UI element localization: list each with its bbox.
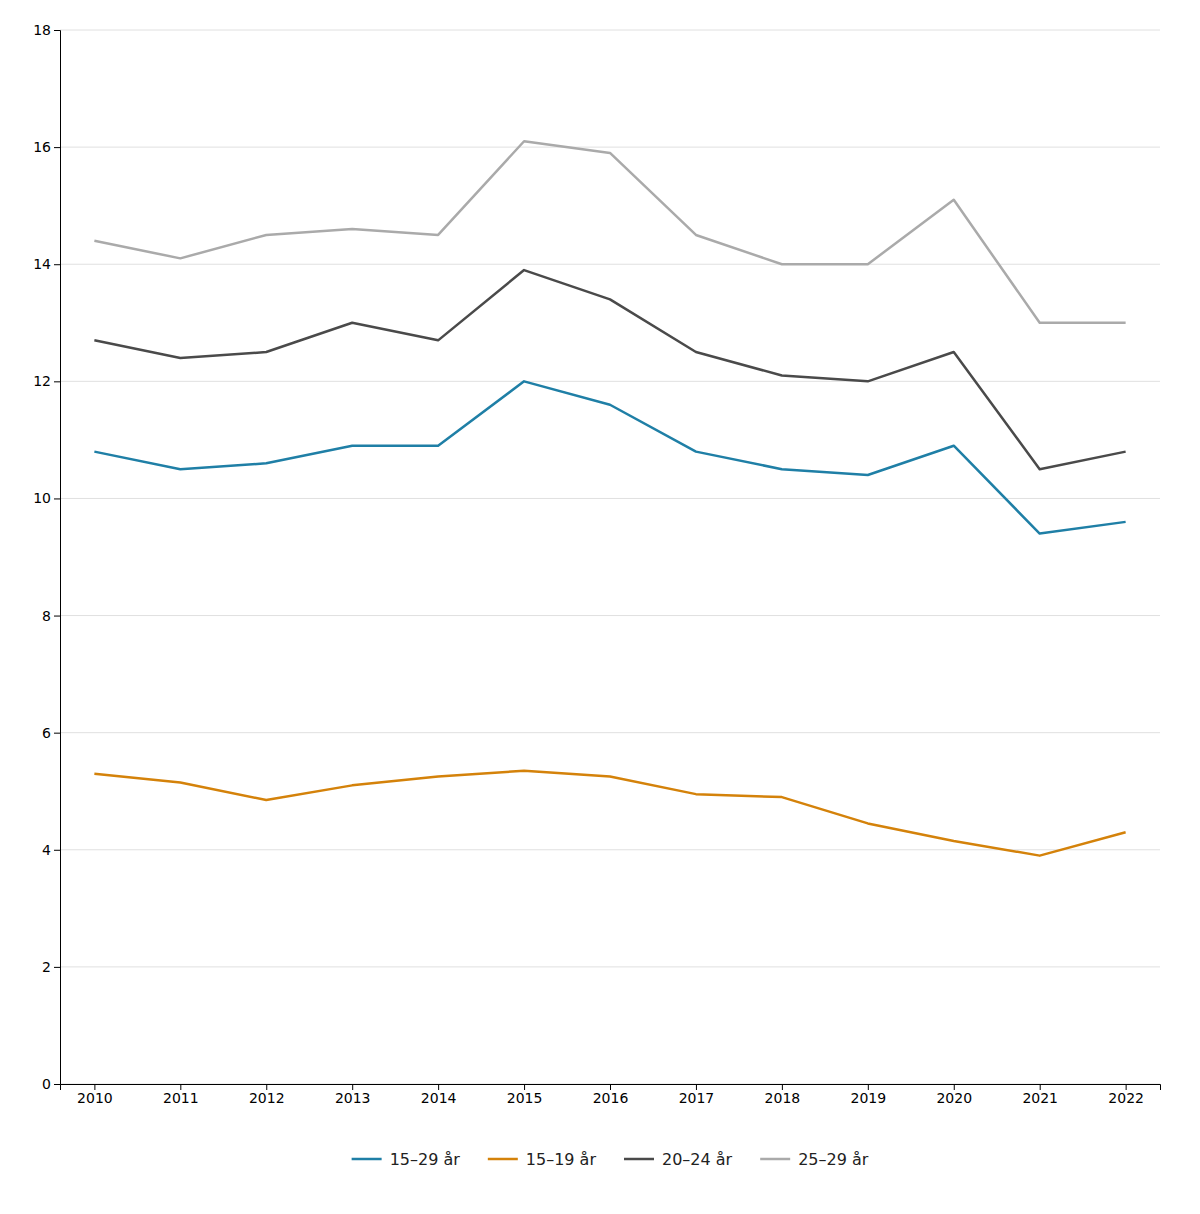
tick: 2019 xyxy=(850,1084,886,1106)
tick: 2021 xyxy=(1022,1084,1058,1106)
tick: 8 xyxy=(42,608,60,624)
grid-line xyxy=(60,849,1160,850)
legend-label: 25–29 år xyxy=(798,1150,869,1169)
grid-line xyxy=(60,615,1160,616)
tick-label: 2012 xyxy=(249,1090,285,1106)
x-axis: 2010 2011 2012 2013 2014 2015 2016 2017 2018 2019… xyxy=(61,1084,1161,1106)
series-line xyxy=(94,270,1125,469)
tick: 2015 xyxy=(507,1084,543,1106)
tick: 2 xyxy=(42,959,60,975)
tick: 2018 xyxy=(765,1084,801,1106)
series-line xyxy=(94,771,1125,856)
tick: 0 xyxy=(42,1076,60,1092)
series-line xyxy=(94,381,1125,533)
legend-swatch xyxy=(352,1158,382,1161)
y-axis: 0 2 4 6 8 10 12 14 16 18 xyxy=(33,22,60,1092)
tick-label: 2014 xyxy=(421,1090,457,1106)
tick: 16 xyxy=(33,139,60,155)
legend-item: 20–24 år xyxy=(624,1150,733,1169)
series-line xyxy=(94,141,1125,323)
tick: 2017 xyxy=(679,1084,715,1106)
tick: 2016 xyxy=(593,1084,629,1106)
legend: 15–29 år 15–19 år 20–24 år 25–29 år xyxy=(352,1150,869,1169)
tick-mark xyxy=(54,1084,60,1085)
legend-item: 15–29 år xyxy=(352,1150,461,1169)
legend-label: 15–19 år xyxy=(526,1150,597,1169)
tick-label: 2011 xyxy=(163,1090,199,1106)
tick-mark xyxy=(54,498,60,499)
legend-item: 25–29 år xyxy=(760,1150,869,1169)
tick: 18 xyxy=(33,22,60,38)
tick-label: 8 xyxy=(42,608,51,624)
legend-swatch xyxy=(624,1158,654,1161)
tick-label: 2017 xyxy=(679,1090,715,1106)
grid-line xyxy=(60,30,1160,31)
axis-line xyxy=(54,31,61,1085)
tick-label: 10 xyxy=(33,490,51,506)
tick-mark xyxy=(54,967,60,968)
tick: 10 xyxy=(33,490,60,506)
tick-mark xyxy=(54,616,60,617)
plot: 2010201120122013201420152016201720182019… xyxy=(33,22,1160,1106)
lines xyxy=(94,141,1125,855)
legend-swatch xyxy=(760,1158,790,1161)
tick-label: 2018 xyxy=(765,1090,801,1106)
tick-label: 2021 xyxy=(1022,1090,1058,1106)
grid xyxy=(60,30,1160,1084)
grid-line xyxy=(60,264,1160,265)
legend-item: 15–19 år xyxy=(488,1150,597,1169)
tick-mark xyxy=(54,264,60,265)
tick-label: 0 xyxy=(42,1076,51,1092)
tick-mark xyxy=(54,733,60,734)
grid-line xyxy=(60,966,1160,967)
grid-line xyxy=(60,498,1160,499)
tick-label: 18 xyxy=(33,22,51,38)
tick-label: 16 xyxy=(33,139,51,155)
tick-label: 2013 xyxy=(335,1090,371,1106)
tick-mark xyxy=(54,381,60,382)
tick-label: 4 xyxy=(42,842,51,858)
tick-mark xyxy=(54,30,60,31)
tick: 6 xyxy=(42,725,60,741)
tick-label: 2022 xyxy=(1108,1090,1144,1106)
tick-mark xyxy=(54,850,60,851)
tick-label: 12 xyxy=(33,373,51,389)
tick: 2013 xyxy=(335,1084,371,1106)
tick: 2010 xyxy=(77,1084,113,1106)
tick: 2022 xyxy=(1108,1084,1144,1106)
tick: 2020 xyxy=(936,1084,972,1106)
chart: 2010201120122013201420152016201720182019… xyxy=(0,0,1200,1214)
tick: 2012 xyxy=(249,1084,285,1106)
tick: 4 xyxy=(42,842,60,858)
legend-swatch xyxy=(488,1158,518,1161)
tick-label: 14 xyxy=(33,256,51,272)
grid-line xyxy=(60,381,1160,382)
legend-label: 15–29 år xyxy=(390,1150,461,1169)
tick-label: 2015 xyxy=(507,1090,543,1106)
tick: 2011 xyxy=(163,1084,199,1106)
tick: 14 xyxy=(33,256,60,272)
tick-mark xyxy=(54,147,60,148)
tick-label: 2016 xyxy=(593,1090,629,1106)
grid-line xyxy=(60,732,1160,733)
legend-label: 20–24 år xyxy=(662,1150,733,1169)
tick-label: 2019 xyxy=(850,1090,886,1106)
tick-label: 6 xyxy=(42,725,51,741)
grid-line xyxy=(60,147,1160,148)
tick-label: 2010 xyxy=(77,1090,113,1106)
tick: 12 xyxy=(33,373,60,389)
tick-label: 2 xyxy=(42,959,51,975)
tick: 2014 xyxy=(421,1084,457,1106)
tick-label: 2020 xyxy=(936,1090,972,1106)
